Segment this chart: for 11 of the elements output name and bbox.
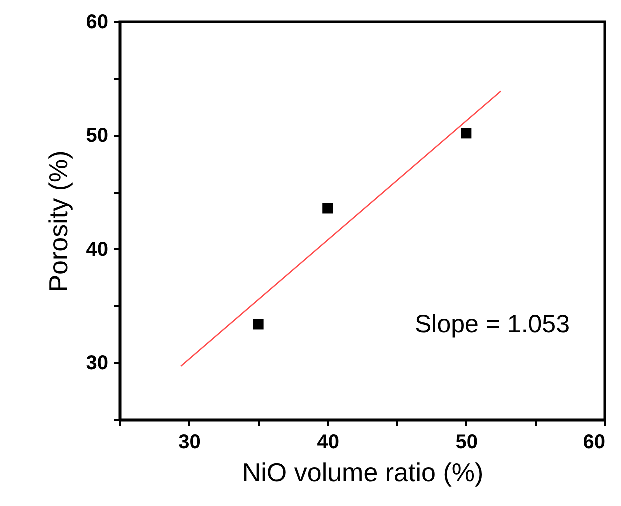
y-tick-label: 40 [86, 238, 108, 261]
annotation: Slope = 1.053 [415, 310, 570, 338]
y-axis-title: Porosity (%) [43, 150, 74, 292]
y-tick-label: 60 [86, 12, 108, 34]
x-tick-label: 40 [317, 432, 340, 454]
x-tick-label: 30 [178, 432, 201, 454]
x-tick-label: 60 [583, 432, 606, 454]
x-axis-title: NiO volume ratio (%) [242, 458, 484, 488]
y-tick-label: 50 [86, 125, 108, 148]
x-tick-label: 50 [456, 432, 478, 454]
y-tick-label: 30 [86, 352, 108, 375]
